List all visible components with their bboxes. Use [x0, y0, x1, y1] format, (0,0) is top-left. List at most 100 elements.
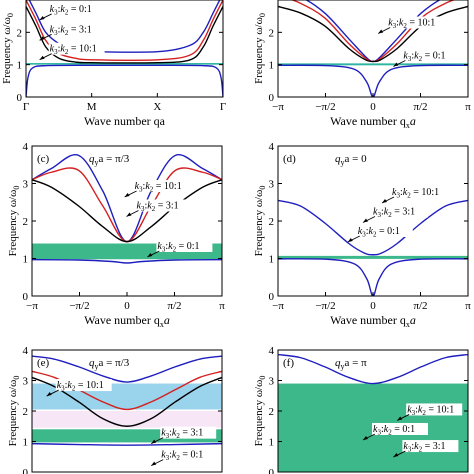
- arrow-head: [46, 392, 52, 397]
- x-axis-label: Wave number qxa: [84, 313, 170, 329]
- x-axis-label: Wave number qxa: [330, 313, 416, 329]
- y-tick-label: 1: [269, 60, 275, 72]
- x-tick-label: π: [465, 300, 471, 312]
- y-tick-label: 3: [23, 376, 29, 388]
- label-bg: [48, 2, 105, 15]
- x-tick-label: Γ: [23, 101, 29, 113]
- panel-e: 0 1 2 3 4 Frequency ω/ω0 (e) qya = π/3 k3:k2 = 1…: [7, 345, 223, 474]
- series-annotation: k3:k2 = 10:1: [392, 187, 439, 200]
- panel-label: (c): [37, 153, 50, 165]
- label-bg: [55, 379, 112, 392]
- arrow-head: [39, 55, 45, 60]
- series-annotation: k3:k2 = 3:1: [403, 441, 445, 454]
- y-tick-label: 4: [269, 345, 275, 357]
- series-annotation: k3:k2 = 0:1: [403, 51, 445, 64]
- panel-c: 0 1 2 3 4 −π −π/2 0 π/2 π Wave number qxa Frequency…: [7, 141, 225, 329]
- y-tick-label: 2: [23, 406, 29, 418]
- series-annotation: k3:k2 = 3:1: [137, 201, 179, 214]
- y-axis-label: Frequency ω/ω0: [7, 376, 21, 447]
- panel-annotation: qya = π: [335, 357, 367, 371]
- series-line-2: [26, 6, 223, 64]
- panel-a: 0 1 2 Γ M X Γ Wave number qa Frequency ω/ω0 k3:k2…: [1, 0, 226, 128]
- x-tick-label: π: [465, 101, 471, 113]
- arrow-head: [39, 36, 45, 41]
- x-tick-label: −π: [272, 101, 284, 113]
- series-line-2: [32, 179, 222, 243]
- y-axis-label: Frequency ω/ω0: [7, 186, 21, 257]
- y-tick-label: 4: [269, 141, 275, 153]
- x-tick-label: Γ: [220, 101, 226, 113]
- arrow-head: [126, 212, 132, 217]
- series-line-3: [32, 442, 222, 446]
- band-gap-0: [26, 63, 223, 65]
- series-annotation: k3:k2 = 0:1: [50, 4, 92, 16]
- arrow-head: [397, 416, 403, 421]
- y-tick-label: 4: [23, 345, 29, 357]
- arrow-head: [124, 193, 130, 197]
- x-tick-label: π/2: [167, 300, 181, 312]
- arrow-head: [382, 199, 387, 203]
- arrow-head: [147, 253, 153, 257]
- y-tick-label: 1: [269, 437, 275, 449]
- panel-d: 0 1 2 3 4 −π −π/2 0 π/2 π Wave number qxa Frequency…: [253, 141, 471, 329]
- y-tick-label: 0: [17, 92, 23, 104]
- axes-frame: [31, 145, 223, 297]
- x-tick-label: −π: [272, 300, 284, 312]
- series-line-1: [26, 0, 223, 61]
- series-annotation: k3:k2 = 10:1: [407, 404, 454, 417]
- series-annotation: k3:k2 = 3:1: [373, 207, 415, 220]
- arrow-head: [363, 218, 368, 223]
- x-tick-label: X: [153, 101, 161, 113]
- y-tick-label: 1: [23, 437, 29, 449]
- panel-annotation: qya = π/3: [89, 357, 130, 371]
- x-tick-label: −π/2: [69, 300, 89, 312]
- y-tick-label: 2: [269, 406, 275, 418]
- y-tick-label: 3: [23, 179, 29, 191]
- label-bg: [402, 440, 459, 453]
- arrow-head: [347, 238, 353, 242]
- arrow-head: [363, 435, 368, 440]
- label-bg: [402, 49, 459, 62]
- band-gap-0: [278, 255, 468, 259]
- x-tick-label: π: [219, 300, 225, 312]
- y-tick-label: 4: [23, 141, 29, 153]
- y-tick-label: 0: [269, 291, 275, 303]
- series-line-1: [278, 258, 468, 296]
- arrow-head: [378, 29, 384, 34]
- panel-label: (e): [37, 357, 50, 369]
- label-bg: [372, 422, 428, 435]
- series-annotation: k3:k2 = 10:1: [388, 18, 435, 31]
- x-tick-label: −π/2: [315, 101, 335, 113]
- arrow-head: [393, 453, 399, 458]
- x-tick-label: −π/2: [315, 300, 335, 312]
- series-annotation: k3:k2 = 0:1: [373, 424, 415, 437]
- band-gap-1: [32, 411, 222, 428]
- label-bg: [406, 403, 463, 416]
- series-line-0: [32, 154, 222, 243]
- label-bg: [135, 199, 192, 212]
- series-line-0: [278, 353, 468, 385]
- y-tick-label: 0: [269, 92, 275, 104]
- series-line-3: [26, 64, 223, 97]
- series-annotation: k3:k2 = 10:1: [135, 181, 182, 194]
- plot-area: [278, 0, 468, 97]
- y-axis-label: Frequency ω/ω0: [1, 13, 15, 84]
- x-tick-label: π/2: [413, 300, 427, 312]
- x-axis-label: Wave number qa: [84, 114, 166, 128]
- label-bg: [372, 205, 428, 218]
- series-annotation: k3:k2 = 3:1: [161, 428, 203, 441]
- y-tick-label: 2: [269, 27, 275, 39]
- y-tick-label: 2: [23, 216, 29, 228]
- arrow-head: [151, 461, 157, 466]
- panel-annotation: qya = π/3: [89, 153, 130, 167]
- y-tick-label: 1: [269, 254, 275, 266]
- plot-area: [278, 199, 468, 296]
- y-tick-label: 0: [269, 467, 275, 474]
- x-tick-label: 0: [370, 300, 376, 312]
- label-bg: [48, 23, 105, 36]
- axes-frame: [277, 145, 469, 297]
- series-annotation: k3:k2 = 10:1: [50, 44, 97, 57]
- series-annotation: k3:k2 = 0:1: [157, 241, 199, 254]
- y-tick-label: 0: [23, 291, 29, 303]
